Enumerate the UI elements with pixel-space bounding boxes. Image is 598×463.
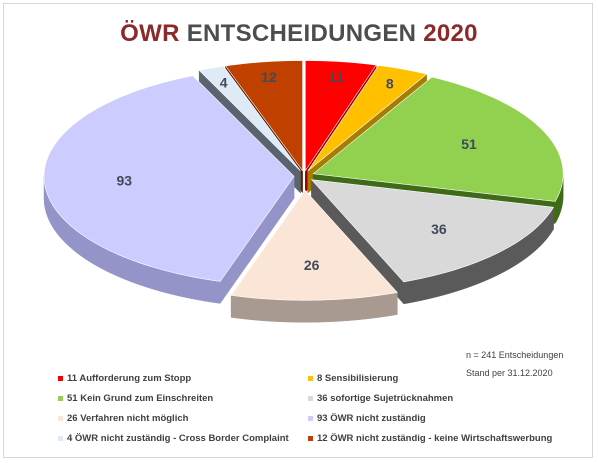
legend-item-4: 26 Verfahren nicht möglich	[58, 413, 188, 424]
slice-label-0: 11	[329, 69, 344, 85]
legend-item-0: 11 Aufforderung zum Stopp	[58, 373, 191, 384]
legend-item-5: 93 ÖWR nicht zuständig	[308, 413, 426, 424]
legend-label-2: 51 Kein Grund zum Einschreiten	[67, 393, 214, 404]
legend-swatch-0	[58, 376, 63, 381]
legend-label-4: 26 Verfahren nicht möglich	[67, 413, 189, 424]
pie-tops: 11 8 51 36 26 93 4 12	[43, 60, 564, 301]
legend-item-1: 8 Sensibilisierung	[308, 373, 398, 384]
legend-item-2: 51 Kein Grund zum Einschreiten	[58, 393, 213, 404]
slice-label-5: 93	[117, 173, 133, 189]
title-part-year: 2020	[423, 20, 478, 47]
pie-slice-3	[310, 179, 554, 283]
legend-swatch-1	[308, 376, 313, 381]
legend-label-3: 36 sofortige Sujetrücknahmen	[317, 393, 454, 404]
legend-swatch-4	[58, 416, 63, 421]
legend-item-3: 36 sofortige Sujetrücknahmen	[308, 393, 453, 404]
legend-item-6: 4 ÖWR nicht zuständig - Cross Border Com…	[58, 433, 289, 444]
legend-label-5: 93 ÖWR nicht zuständig	[317, 413, 426, 424]
note-date: Stand per 31.12.2020	[466, 368, 553, 378]
pie-slice-2	[312, 76, 564, 202]
pie-slice-4	[230, 189, 398, 301]
title-part-entscheidungen: ENTSCHEIDUNGEN	[186, 20, 417, 47]
chart-title: ÖWR ENTSCHEIDUNGEN 2020	[0, 20, 598, 48]
slice-label-6: 4	[220, 74, 228, 90]
pie-slice-0	[305, 60, 377, 172]
slice-label-3: 36	[431, 221, 447, 237]
slice-label-4: 26	[304, 257, 320, 273]
legend-swatch-5	[308, 416, 313, 421]
note-sample-size: n = 241 Entscheidungen	[466, 350, 564, 360]
legend-swatch-2	[58, 396, 63, 401]
legend-swatch-7	[308, 436, 313, 441]
title-part-owr: ÖWR	[120, 20, 180, 47]
legend-item-7: 12 ÖWR nicht zuständig - keine Wirtschaf…	[308, 433, 552, 444]
legend-label-0: 11 Aufforderung zum Stopp	[67, 373, 192, 384]
slice-label-2: 51	[461, 136, 477, 152]
pie-slice-5	[43, 75, 295, 282]
legend-swatch-3	[308, 396, 313, 401]
slice-label-7: 12	[261, 69, 277, 85]
pie-slice-6	[198, 65, 301, 172]
legend-label-6: 4 ÖWR nicht zuständig - Cross Border Com…	[67, 433, 289, 444]
legend-label-7: 12 ÖWR nicht zuständig - keine Wirtschaf…	[317, 433, 553, 444]
pie-slice-1	[307, 65, 428, 172]
pie-slice-7	[224, 60, 303, 172]
slice-label-1: 8	[386, 75, 394, 91]
legend-label-1: 8 Sensibilisierung	[317, 373, 399, 384]
legend-swatch-6	[58, 436, 63, 441]
